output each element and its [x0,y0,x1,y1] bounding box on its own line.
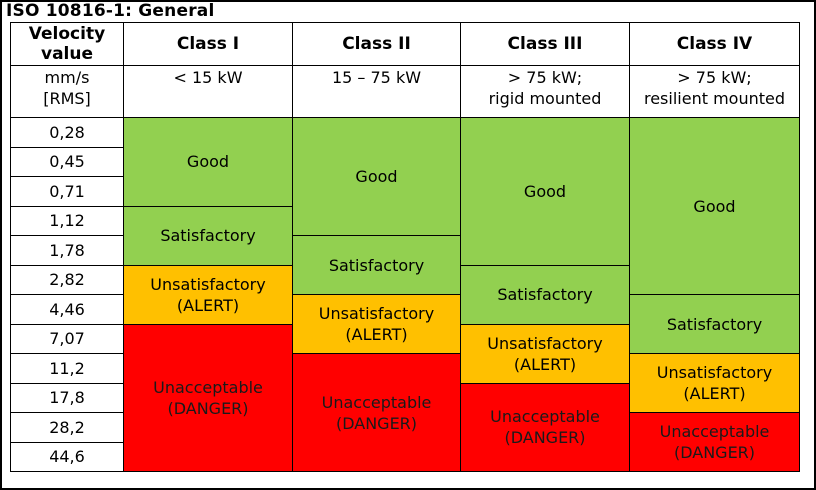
class-4-power-line2: resilient mounted [643,89,785,108]
class-4-unacceptable-line1: Unacceptable [659,422,770,441]
velocity-value: 11,2 [10,353,124,384]
class-3-unsatisfactory-line1: Unsatisfactory [487,333,603,353]
class-1-unsatisfactory-line2: (ALERT) [176,295,240,315]
class-4-unacceptable-line2: (DANGER) [673,443,756,462]
class-4-satisfactory-zone: Satisfactory [629,294,800,354]
unit-line1: mm/s [44,68,90,87]
class-1-power-line1: < 15 kW [173,68,243,87]
class-3-good-zone: Good [460,117,630,266]
class-2-unsatisfactory-zone: Unsatisfactory (ALERT) [292,294,461,354]
velocity-value: 1,78 [10,235,124,266]
class-1-satisfactory-zone: Satisfactory [123,205,293,266]
class-1-header: Class I [123,22,293,66]
class-3-unsatisfactory-zone: Unsatisfactory (ALERT) [460,323,630,384]
table-row: 11,2 Unacceptable (DANGER) Unsatisfactor… [10,353,800,472]
velocity-header-line1: Velocity [28,24,106,44]
class-3-satisfactory-zone: Satisfactory [460,264,630,325]
class-3-power-line2: rigid mounted [488,89,602,108]
velocity-value: 1,12 [10,205,124,236]
class-1-unacceptable-line2: (DANGER) [167,398,249,418]
class-3-header: Class III [460,22,630,66]
class-1-unsatisfactory-line1: Unsatisfactory [150,274,266,294]
class-3-unacceptable-line1: Unacceptable [490,407,600,427]
class-1-unacceptable-line1: Unacceptable [153,377,263,397]
class-2-unacceptable-line2: (DANGER) [335,413,418,433]
table-row: 44,6 [10,441,800,472]
class-1-power: < 15 kW [123,65,293,118]
velocity-value: 0,45 [10,146,124,177]
class-4-header: Class IV [629,22,800,66]
class-3-unacceptable-line2: (DANGER) [504,428,586,448]
class-3-unacceptable-zone: Unacceptable (DANGER) [460,382,630,472]
velocity-header-line2: value [40,44,93,64]
class-2-header: Class II [292,22,461,66]
class-2-unacceptable-line1: Unacceptable [321,392,432,412]
unit-line2: [RMS] [43,89,91,108]
class-1-good-zone: Good [123,117,293,207]
table-row: 4,46 Unsatisfactory (ALERT) Satisfactory [10,294,800,354]
velocity-value: 28,2 [10,412,124,443]
velocity-value: 0,28 [10,117,124,148]
table-row: 0,28 Good Good Good Good [10,117,800,295]
table-row: 17,8 Unacceptable (DANGER) [10,382,800,472]
class-2-unsatisfactory-line1: Unsatisfactory [318,304,435,323]
class-2-unsatisfactory-line2: (ALERT) [345,325,408,344]
class-3-power: > 75 kW; rigid mounted [460,65,630,118]
class-4-good-zone: Good [629,117,800,295]
unit-cell: mm/s [RMS] [10,65,124,118]
class-2-good-zone: Good [292,117,461,236]
units-row: mm/s [RMS] < 15 kW 15 – 75 kW > 75 kW; r… [10,65,800,118]
class-4-unsatisfactory-zone: Unsatisfactory (ALERT) [629,353,800,413]
class-2-power-line1: 15 – 75 kW [331,68,422,87]
class-2-satisfactory-zone: Satisfactory [292,235,461,295]
table-row: 28,2 Unacceptable (DANGER) [10,412,800,472]
class-1-unacceptable-zone: Unacceptable (DANGER) [123,323,293,472]
class-3-unsatisfactory-line2: (ALERT) [513,354,577,374]
table-row: 7,07 Unacceptable (DANGER) Unsatisfactor… [10,323,800,472]
class-4-unacceptable-zone: Unacceptable (DANGER) [629,412,800,472]
velocity-value: 4,46 [10,294,124,325]
class-2-unacceptable-zone: Unacceptable (DANGER) [292,353,461,472]
velocity-value: 2,82 [10,264,124,295]
class-4-power: > 75 kW; resilient mounted [629,65,800,118]
class-4-power-line1: > 75 kW; [677,68,752,87]
table-row: 0,71 [10,176,800,207]
velocity-value: 44,6 [10,441,124,472]
vibration-severity-table: Velocity value Class I Class II Class II… [10,22,800,472]
class-2-power: 15 – 75 kW [292,65,461,118]
header-row: Velocity value Class I Class II Class II… [10,22,800,66]
class-3-power-line1: > 75 kW; [507,68,583,87]
velocity-value: 0,71 [10,176,124,207]
table-row: 2,82 Unsatisfactory (ALERT) Satisfactory [10,264,800,325]
velocity-header: Velocity value [10,22,124,66]
page-title: ISO 10816-1: General [6,1,215,21]
velocity-value: 17,8 [10,382,124,413]
class-4-unsatisfactory-line1: Unsatisfactory [656,363,773,382]
velocity-value: 7,07 [10,323,124,354]
class-1-unsatisfactory-zone: Unsatisfactory (ALERT) [123,264,293,325]
class-4-unsatisfactory-line2: (ALERT) [683,384,746,403]
